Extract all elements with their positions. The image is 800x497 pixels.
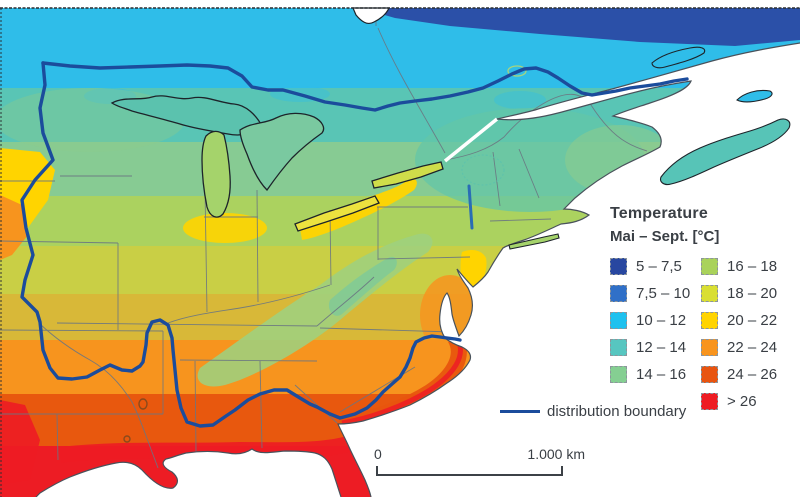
- legend-range-label: 22 – 24: [727, 339, 778, 356]
- legend-swatch: [610, 339, 627, 356]
- legend-swatch: [610, 285, 627, 302]
- legend-swatch: [610, 366, 627, 383]
- legend-swatch: [701, 258, 718, 275]
- legend-range-label: > 26: [727, 393, 757, 410]
- legend-item: 7,5 – 10: [610, 285, 690, 302]
- lake-erie: [294, 195, 380, 232]
- legend-range-label: 12 – 14: [636, 339, 687, 356]
- prince-edward-island: [736, 89, 773, 103]
- legend-swatch: [610, 312, 627, 329]
- boundary-label: distribution boundary: [547, 403, 687, 420]
- lake-huron: [239, 112, 325, 192]
- nova-scotia: [660, 118, 791, 186]
- legend-range-label: 16 – 18: [727, 258, 778, 275]
- james-bay: [352, 7, 390, 25]
- legend-column-left: 5 – 7,5 7,5 – 10 10 – 12 12 – 14 14 – 16: [610, 258, 690, 383]
- legend-item: 18 – 20: [701, 285, 777, 302]
- st-lawrence-river: [443, 117, 499, 163]
- long-island: [508, 233, 560, 250]
- legend-swatch: [701, 393, 718, 410]
- legend-item: 16 – 18: [701, 258, 777, 275]
- legend-item: 14 – 16: [610, 366, 690, 383]
- legend-item: 12 – 14: [610, 339, 690, 356]
- legend-swatch: [701, 339, 718, 356]
- scale-end-label: 1.000 km: [527, 446, 585, 462]
- legend-swatch: [610, 258, 627, 275]
- legend-range-label: 18 – 20: [727, 285, 778, 302]
- scale-start-label: 0: [374, 446, 382, 462]
- legend-range-label: 10 – 12: [636, 312, 687, 329]
- distribution-boundary-line: [20, 61, 689, 428]
- lake-champlain: [467, 184, 474, 230]
- legend-item: 5 – 7,5: [610, 258, 690, 275]
- legend-item: 20 – 22: [701, 312, 777, 329]
- distribution-boundary-legend: distribution boundary: [500, 403, 686, 420]
- legend-item: 22 – 24: [701, 339, 777, 356]
- legend-subtitle: Mai – Sept. [°C]: [610, 228, 720, 245]
- boundary-line-sample: [500, 410, 540, 413]
- scale-bar: 0 1.000 km: [374, 446, 585, 476]
- legend-swatch: [701, 312, 718, 329]
- legend-column-right: 16 – 18 18 – 20 20 – 22 22 – 24 24 – 26 …: [701, 258, 777, 410]
- legend-range-label: 7,5 – 10: [636, 285, 691, 302]
- minor-contours: [123, 65, 527, 443]
- great-lakes: [110, 95, 444, 232]
- legend-range-label: 20 – 22: [727, 312, 778, 329]
- maritime-islands: [508, 46, 791, 250]
- lake-michigan: [201, 130, 231, 218]
- legend-item: > 26: [701, 393, 777, 410]
- legend-range-label: 5 – 7,5: [636, 258, 682, 275]
- coastline: [35, 42, 800, 497]
- coldest-band-region: [360, 8, 800, 46]
- legend-item: 24 – 26: [701, 366, 777, 383]
- legend-title: Temperature: [610, 205, 708, 222]
- legend-item: 10 – 12: [610, 312, 690, 329]
- legend-swatch: [701, 285, 718, 302]
- legend-range-label: 24 – 26: [727, 366, 778, 383]
- anticosti-island: [651, 46, 706, 69]
- lake-ontario: [371, 161, 444, 189]
- legend-swatch: [701, 366, 718, 383]
- legend-range-label: 14 – 16: [636, 366, 687, 383]
